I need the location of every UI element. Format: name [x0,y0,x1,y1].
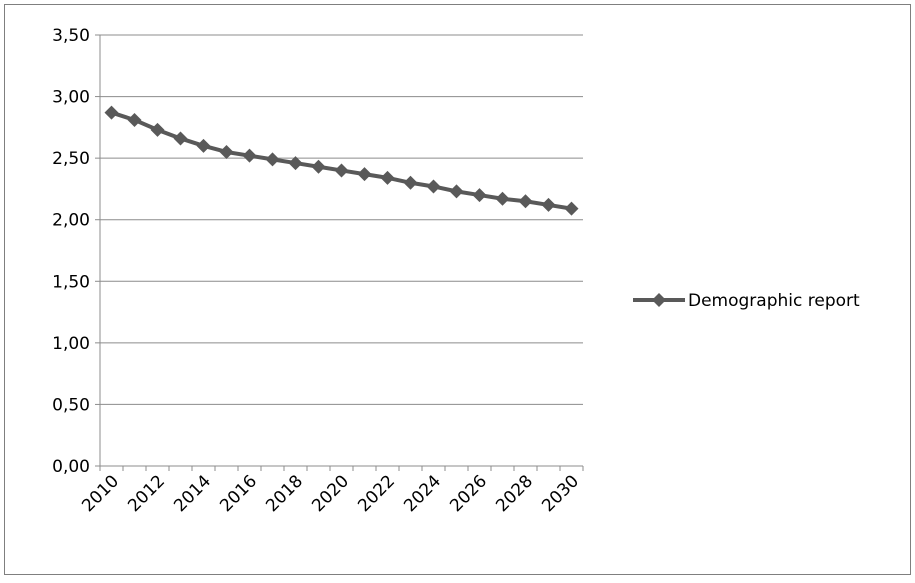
series-layer [104,105,579,216]
data-point [127,112,142,127]
data-point [288,156,303,171]
data-point [104,105,119,120]
x-axis-tick-labels: 2010 2012 2014 2016 2018 2020 2022 2024 2026 2028… [78,471,583,516]
chart-area: 0,00 0,50 1,00 1,50 2,00 2,50 3,00 3,50 2010 201… [4,4,911,575]
x-tick-label: 2030 [538,471,583,516]
data-point [403,175,418,190]
data-point [380,170,395,185]
x-tick-label: 2012 [124,471,169,516]
data-point [518,194,533,209]
data-point [449,184,464,199]
y-tick-label: 1,00 [52,334,90,354]
legend: Demographic report [633,291,860,311]
legend-marker-diamond [652,293,666,307]
data-point [265,152,280,167]
data-point [334,163,349,178]
axes [95,34,584,471]
y-tick-label: 3,50 [52,26,90,46]
y-tick-label: 0,00 [52,457,90,477]
y-tick-label: 2,00 [52,211,90,231]
data-point [150,122,165,137]
x-tick-label: 2020 [308,471,353,516]
data-point [495,191,510,206]
legend-label: Demographic report [688,291,860,311]
y-tick-label: 1,50 [52,272,90,292]
x-tick-label: 2016 [216,471,261,516]
x-tick-label: 2018 [262,471,307,516]
x-tick-label: 2028 [492,471,537,516]
y-tick-label: 0,50 [52,395,90,415]
data-point [196,138,211,153]
data-point [311,159,326,174]
data-point [564,201,579,216]
y-tick-label: 3,00 [52,88,90,108]
x-tick-label: 2026 [446,471,491,516]
data-point [219,144,234,159]
data-point [472,188,487,203]
x-tick-label: 2024 [400,471,445,516]
x-tick-label: 2010 [78,471,123,516]
line-chart: 0,000,501,001,502,002,503,003,50 2010 201… [52,26,860,516]
y-axis-tick-labels: 0,00 0,50 1,00 1,50 2,00 2,50 3,00 3,50 [52,26,90,477]
x-tick-label: 2022 [354,471,399,516]
y-tick-label: 2,50 [52,149,90,169]
data-point [173,131,188,146]
x-tick-label: 2014 [170,471,215,516]
data-point [426,179,441,194]
data-point [541,197,556,212]
gridlines [100,34,583,405]
data-point [242,148,257,163]
data-point [357,167,372,182]
